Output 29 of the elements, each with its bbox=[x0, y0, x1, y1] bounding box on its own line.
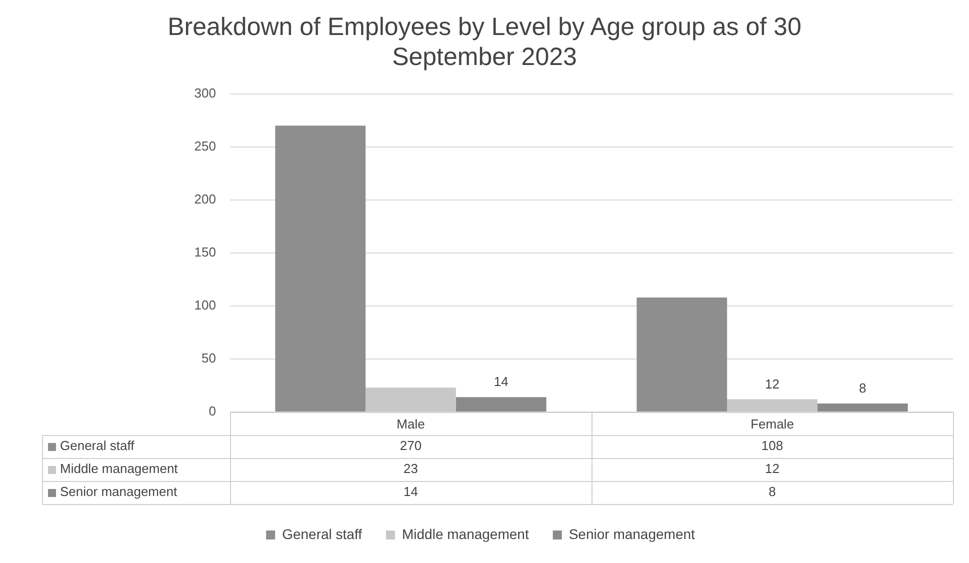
annotation: 8 bbox=[859, 380, 866, 396]
y-tick-label: 250 bbox=[194, 138, 216, 154]
text: General staff bbox=[60, 438, 134, 454]
annotation: 12 bbox=[765, 376, 780, 392]
annotation: 14 bbox=[494, 374, 508, 390]
y-tick-label: 200 bbox=[194, 191, 216, 206]
chart-title: Breakdown of Employees by Level by Age group as of 30 September 2023 bbox=[166, 12, 802, 72]
y-tick-label: 50 bbox=[202, 350, 216, 366]
y-tick-label: 300 bbox=[194, 85, 216, 100]
x-tick-label: Male bbox=[396, 416, 425, 432]
legend-label: Senior management bbox=[568, 526, 696, 542]
data-label: 270 bbox=[400, 438, 422, 454]
legend-label: General staff bbox=[282, 526, 362, 542]
data-label: 8 bbox=[768, 484, 776, 500]
data-label: 14 bbox=[404, 484, 418, 500]
data-label: 12 bbox=[765, 461, 780, 476]
bar bbox=[636, 297, 728, 412]
legend-label: Middle management bbox=[402, 526, 529, 542]
y-tick-label: 150 bbox=[194, 244, 216, 260]
y-tick-label: 0 bbox=[208, 404, 216, 419]
bar bbox=[275, 126, 366, 412]
bar bbox=[817, 404, 908, 412]
bar bbox=[456, 397, 546, 412]
data-label: 108 bbox=[761, 438, 784, 454]
data-label: 23 bbox=[404, 461, 418, 476]
y-tick-label: 100 bbox=[194, 298, 216, 313]
text: Middle management bbox=[60, 461, 178, 476]
text: Senior management bbox=[60, 484, 178, 500]
x-tick-label: Female bbox=[750, 416, 794, 432]
